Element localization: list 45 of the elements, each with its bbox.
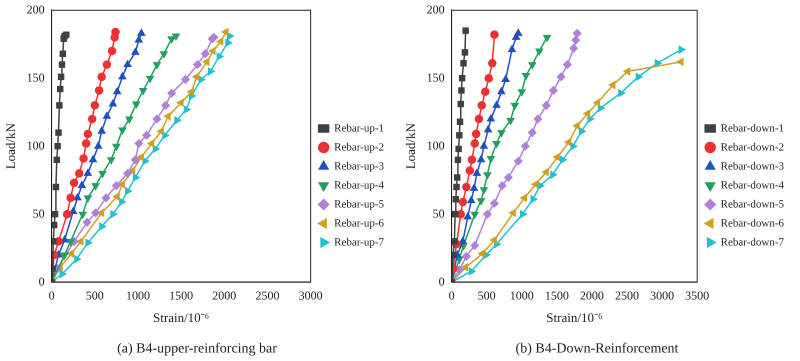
y-axis-title: Load/kN [3,122,18,170]
y-tick-label: 0 [438,274,445,288]
legend-label: Rebar-up-4 [334,179,384,192]
x-tick-label: 1500 [544,288,569,303]
x-tick-label: 2500 [615,288,640,303]
y-tick-label: 100 [26,138,45,152]
legend-label: Rebar-down-4 [720,179,784,192]
x-tick-label: 3000 [298,288,323,303]
legend-label: Rebar-down-2 [720,141,784,154]
x-tick-label: 500 [478,288,496,303]
legend-label: Rebar-up-3 [334,160,384,172]
y-tick-label: 100 [426,138,445,152]
text: (b) B4-Down-Reinforcement [516,341,679,356]
y-axis-title: Load/kN [403,122,418,170]
y-tick-label: 200 [26,2,45,16]
x-tick-label: 2500 [255,288,280,303]
x-tick-label: 3000 [650,288,674,303]
legend-label: Rebar-down-7 [720,236,784,248]
legend-label: Rebar-down-5 [720,198,784,210]
legend-label: Rebar-up-1 [334,122,384,134]
y-tick-label: 150 [426,70,445,84]
y-tick-label: 50 [432,206,445,220]
legend-label: Rebar-down-6 [720,217,784,230]
x-tick-label: 2000 [212,288,236,303]
x-tick-label: 0 [448,288,455,303]
y-tick-label: 200 [426,2,445,16]
x-tick-label: 0 [48,288,55,303]
x-axis-title: Strain/10⁻⁶ [546,310,602,325]
x-tick-label: 2000 [580,288,604,303]
legend-label: Rebar-down-3 [720,160,784,172]
x-tick-label: 1000 [126,288,150,303]
x-tick-label: 1000 [510,288,534,303]
y-tick-label: 0 [38,274,45,288]
legend-label: Rebar-up-5 [334,198,384,210]
legend-label: Rebar-up-2 [334,141,384,154]
x-tick-label: 500 [86,288,104,303]
legend-label: Rebar-up-6 [334,217,384,230]
x-tick-label: 1500 [169,288,194,303]
text: (a) B4-upper-reinforcing bar [117,341,278,356]
legend-label: Rebar-up-7 [334,236,384,248]
legend-label: Rebar-down-1 [720,122,784,134]
y-tick-label: 50 [32,206,45,220]
x-tick-label: 3500 [685,288,710,303]
x-axis-title: Strain/10⁻⁶ [153,310,210,325]
y-tick-label: 150 [26,70,45,84]
